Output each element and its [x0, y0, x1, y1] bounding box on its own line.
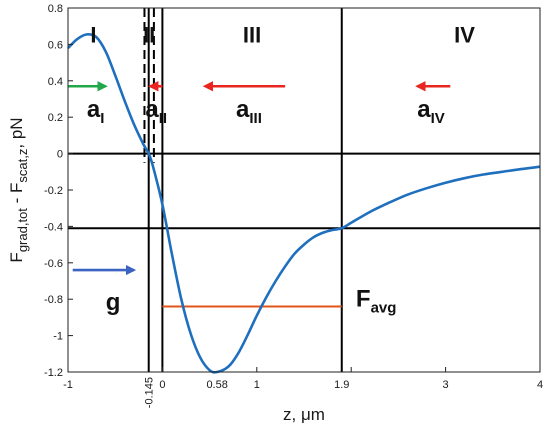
y-tick-label: 0.2: [48, 112, 63, 124]
y-tick-label: -1.2: [44, 367, 63, 379]
x-special-tick-label: 0.58: [206, 379, 227, 391]
region-label: II: [143, 23, 155, 48]
y-tick-label: 0.8: [48, 3, 63, 15]
x-tick-label: -1: [63, 379, 73, 391]
region-label: III: [243, 23, 261, 48]
y-tick-label: 0: [57, 149, 63, 161]
axes-frame: [67, 7, 541, 373]
region-label: I: [90, 23, 96, 48]
plot-area: 0.80.60.40.20-0.2-0.4-0.6-0.8-1-1.2-1 0 1 3…: [44, 3, 543, 408]
x-tick-label: 4: [537, 379, 543, 391]
y-tick-label: -0.2: [44, 185, 63, 197]
x-axis-label: z, μm: [283, 405, 325, 424]
x-tick-label: 1: [254, 379, 260, 391]
x-special-tick-label: 1.9: [334, 379, 349, 391]
y-tick-label: -1: [53, 331, 63, 343]
region-label: IV: [454, 23, 475, 48]
annotation-label: aII: [145, 96, 167, 127]
annotation-label: g: [106, 289, 121, 316]
y-tick-label: 0.6: [48, 39, 63, 51]
y-axis-label: Fgrad,tot - Fscat,z, pN: [7, 117, 30, 262]
annotation-label: aI: [87, 96, 105, 127]
annotation-label: Favg: [356, 285, 397, 316]
y-tick-label: -0.4: [44, 221, 63, 233]
series-line-0: [67, 32, 541, 374]
y-tick-label: -0.6: [44, 258, 63, 270]
y-tick-label: -0.8: [44, 294, 63, 306]
x-tick-label: 0: [159, 379, 165, 391]
x-tick-label: 3: [443, 379, 449, 391]
y-tick-label: 0.4: [48, 76, 63, 88]
annotation-label: aIII: [236, 96, 262, 127]
x-special-tick-label: -0.145: [144, 377, 156, 408]
annotation-label: aIV: [417, 96, 445, 127]
